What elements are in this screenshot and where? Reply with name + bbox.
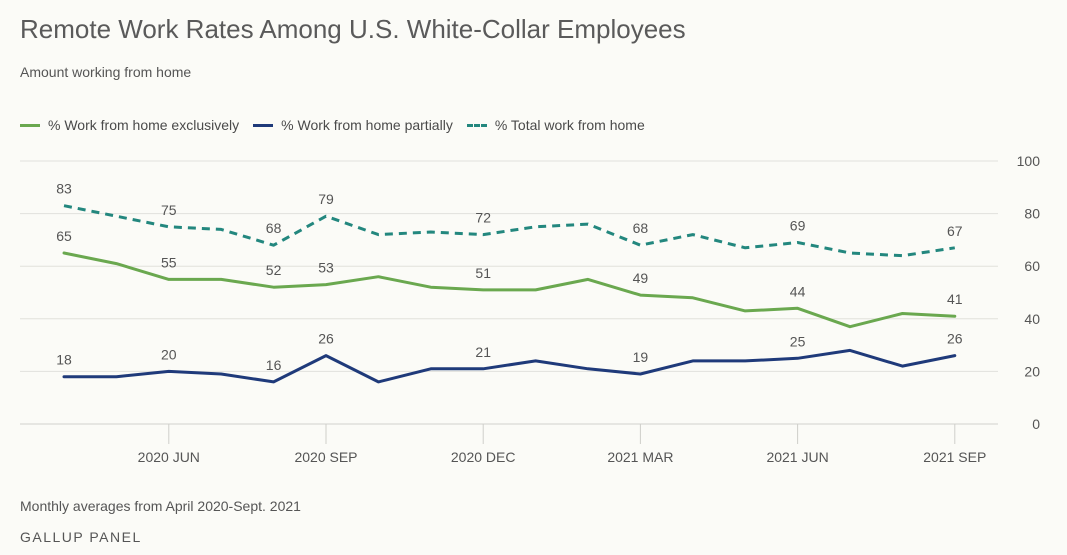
data-label-2-2: 75 [161,202,177,218]
legend-swatch-total [466,123,487,127]
series-line-1 [62,348,957,384]
data-label-1-0: 18 [56,352,72,368]
data-label-2-14: 69 [790,218,806,234]
y-tick-label-40: 40 [1024,311,1040,327]
data-label-1-4: 16 [266,357,282,373]
legend-swatch-partial [253,123,274,127]
data-label-0-14: 44 [790,283,806,299]
legend-label-exclusive: % Work from home exclusively [48,117,240,133]
data-label-0-0: 65 [56,228,72,244]
data-label-1-5: 26 [318,331,334,347]
data-label-2-5: 79 [318,191,334,207]
x-tick-label-2021-06: 2021 JUN [766,449,828,465]
x-tick-label-2020-06: 2020 JUN [138,449,200,465]
data-label-0-8: 51 [475,265,491,281]
data-label-2-11: 68 [633,220,649,236]
data-label-1-2: 20 [161,346,177,362]
data-label-2-8: 72 [475,210,491,226]
chart-subtitle: Amount working from home [20,64,192,80]
legend-item-partial: % Work from home partially [253,117,453,133]
legend-swatch-exclusive [20,123,40,127]
x-tick-label-2021-09: 2021 SEP [923,449,986,465]
data-label-1-8: 21 [475,344,491,360]
data-label-2-4: 68 [266,220,282,236]
legend-label-partial: % Work from home partially [281,117,453,133]
legend: % Work from home exclusively % Work from… [20,117,659,133]
data-label-2-17: 67 [947,223,963,239]
source-label: GALLUP PANEL [20,529,142,545]
data-label-2-0: 83 [56,181,72,197]
data-label-0-11: 49 [633,270,649,286]
data-label-0-5: 53 [318,260,334,276]
data-label-0-17: 41 [947,291,963,307]
x-tick-label-2020-12: 2020 DEC [451,449,516,465]
x-tick-label-2021-03: 2021 MAR [607,449,673,465]
y-tick-label-20: 20 [1024,363,1040,379]
y-tick-label-80: 80 [1024,206,1040,222]
series-line-0 [62,251,957,329]
data-label-1-11: 19 [633,349,649,365]
footnote: Monthly averages from April 2020-Sept. 2… [20,498,301,514]
y-tick-label-0: 0 [1032,416,1040,432]
legend-label-total: % Total work from home [494,117,645,133]
data-label-0-2: 55 [161,254,177,270]
y-tick-label-60: 60 [1024,258,1040,274]
chart-title: Remote Work Rates Among U.S. White-Colla… [20,14,686,44]
data-label-1-14: 25 [790,333,806,349]
data-label-0-4: 52 [266,262,282,278]
y-tick-label-100: 100 [1017,153,1041,169]
x-tick-label-2020-09: 2020 SEP [294,449,357,465]
legend-item-exclusive: % Work from home exclusively [20,117,239,133]
legend-item-total: % Total work from home [466,117,645,133]
data-label-1-17: 26 [947,331,963,347]
